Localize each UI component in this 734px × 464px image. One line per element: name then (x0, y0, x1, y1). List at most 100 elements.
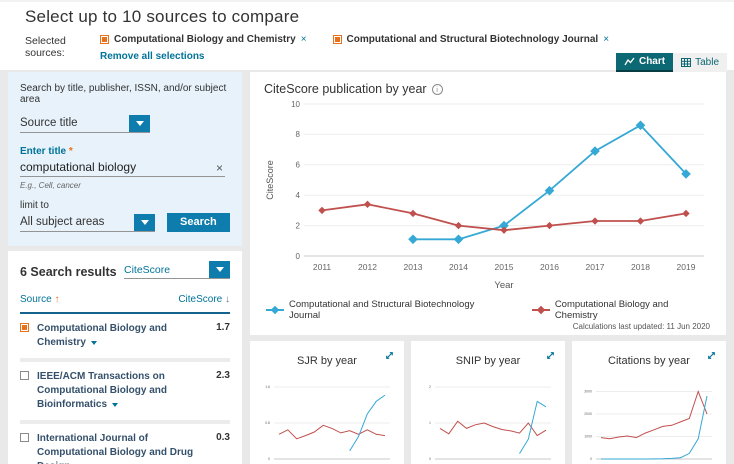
svg-text:2018: 2018 (631, 262, 650, 272)
citations-line-chart: 0100020003000200720082009201020112012201… (584, 390, 712, 464)
svg-text:6: 6 (296, 161, 301, 170)
chevron-down-icon (90, 341, 97, 345)
svg-text:0: 0 (296, 252, 301, 261)
info-icon[interactable]: i (431, 83, 443, 95)
chart-view-button[interactable]: Chart (615, 53, 674, 72)
chip-label: Computational and Structural Biotechnolo… (346, 34, 599, 45)
svg-text:Year: Year (494, 280, 513, 291)
title-input-wrap: × (20, 159, 225, 177)
source-title-toggle[interactable]: International Journal of Computational B… (37, 433, 194, 464)
svg-text:10: 10 (291, 100, 300, 109)
source-search-form: Search by title, publisher, ISSN, and/or… (8, 72, 242, 246)
expand-icon[interactable] (706, 350, 717, 361)
expand-icon[interactable] (384, 350, 395, 361)
result-row: International Journal of Computational B… (20, 424, 230, 464)
svg-text:4: 4 (296, 191, 301, 200)
svg-text:2012: 2012 (358, 262, 377, 272)
svg-text:2015: 2015 (495, 262, 514, 272)
last-updated-text: Calculations last updated: 11 Jun 2020 (572, 322, 710, 331)
checked-checkbox-icon (332, 35, 342, 44)
remove-chip-icon[interactable]: × (603, 34, 610, 45)
citescore-value: 2.3 (216, 370, 230, 381)
sjr-line-chart: 00.81.6200720082009201020112012201320142… (265, 385, 390, 464)
selected-source-chip: Computational and Structural Biotechnolo… (332, 34, 610, 45)
sjr-chart-card: SJR by year 00.81.6200720082009201020112… (250, 341, 404, 464)
citescore-line-chart: 0 2 4 6 8 10 2011 2012 2013 2014 2015 2016 2017 2018 2… (265, 100, 704, 291)
svg-text:2011: 2011 (313, 262, 332, 272)
mini-chart-title: SJR by year (297, 355, 357, 367)
remove-chip-icon[interactable]: × (300, 34, 307, 45)
svg-text:1: 1 (429, 421, 431, 425)
content-area: Search by title, publisher, ISSN, and/or… (0, 70, 734, 464)
limit-to-label: limit to (20, 200, 49, 211)
table-icon (681, 58, 692, 67)
svg-text:2019: 2019 (677, 262, 696, 272)
subject-area-select[interactable]: All subject areas (20, 214, 155, 232)
svg-text:8: 8 (296, 130, 301, 139)
svg-text:1000: 1000 (584, 435, 592, 439)
result-row: IEEE/ACM Transactions on Computational B… (20, 362, 230, 424)
svg-text:2013: 2013 (404, 262, 423, 272)
source-checkbox[interactable] (20, 323, 29, 332)
search-type-select[interactable]: Source title (20, 115, 150, 133)
sort-desc-icon: ↓ (225, 294, 230, 305)
svg-text:0: 0 (590, 457, 592, 461)
source-title-toggle[interactable]: IEEE/ACM Transactions on Computational B… (37, 371, 167, 410)
left-panel: Search by title, publisher, ISSN, and/or… (8, 72, 242, 464)
results-list: Computational Biology and Chemistry 1.7 … (20, 312, 230, 464)
citations-chart-card: Citations by year 0100020003000200720082… (572, 341, 726, 464)
source-checkbox[interactable] (20, 433, 29, 442)
svg-text:2000: 2000 (584, 412, 592, 416)
svg-text:2: 2 (429, 385, 431, 389)
remove-all-selections-link[interactable]: Remove all selections (100, 51, 205, 62)
sort-by-citescore[interactable]: CiteScore ↓ (178, 294, 230, 305)
series-marker-red (531, 305, 550, 315)
legend-item: Computational Biology and Chemistry (531, 299, 712, 321)
search-form-heading: Search by title, publisher, ISSN, and/or… (20, 83, 227, 105)
selected-sources-label: Selected sources: (25, 35, 66, 59)
expand-icon[interactable] (545, 350, 556, 361)
main-column: CiteScore publication by year i 0 2 4 6 8 10 2… (250, 72, 726, 464)
page-header: Select up to 10 sources to compare Selec… (0, 0, 734, 72)
title-search-input[interactable] (20, 159, 200, 176)
results-count: 6 Search results (20, 265, 117, 279)
series-marker-blue (266, 305, 284, 315)
sort-metric-select[interactable]: CiteScore (124, 261, 230, 279)
citescore-chart-card: CiteScore publication by year i 0 2 4 6 8 10 2… (250, 72, 726, 335)
mini-chart-title: SNIP by year (455, 355, 521, 367)
svg-text:2: 2 (296, 221, 301, 230)
svg-text:1.6: 1.6 (265, 385, 270, 389)
mini-chart-title: Citations by year (608, 355, 690, 367)
snip-line-chart: 0122007200820092010201120122013201420152… (429, 385, 551, 464)
search-button[interactable]: Search (167, 213, 230, 232)
svg-text:0.8: 0.8 (265, 421, 270, 425)
chevron-down-icon (129, 115, 150, 132)
checked-checkbox-icon (100, 35, 109, 44)
view-toggle: Chart Table (615, 53, 727, 72)
chevron-down-icon (134, 214, 155, 231)
input-hint: E.g., Cell, cancer (20, 181, 81, 190)
svg-text:2016: 2016 (540, 262, 559, 272)
citescore-value: 0.3 (216, 432, 230, 443)
selected-source-chip: Computational Biology and Chemistry × (100, 34, 307, 45)
svg-text:0: 0 (268, 457, 270, 461)
chevron-down-icon (209, 261, 230, 278)
required-asterisk: * (68, 146, 73, 157)
sort-asc-icon: ↑ (54, 294, 60, 305)
source-checkbox[interactable] (20, 371, 29, 380)
page-title: Select up to 10 sources to compare (25, 7, 300, 26)
legend-item: Computational and Structural Biotechnolo… (266, 299, 506, 321)
svg-text:2017: 2017 (586, 262, 605, 272)
table-view-button[interactable]: Table (673, 53, 727, 72)
clear-input-icon[interactable]: × (215, 160, 223, 175)
search-results-panel: 6 Search results CiteScore Source ↑ Cite… (8, 251, 242, 464)
svg-text:0: 0 (429, 457, 431, 461)
sort-by-source[interactable]: Source ↑ (20, 294, 60, 305)
chevron-down-icon (112, 403, 119, 407)
svg-text:3000: 3000 (584, 390, 592, 394)
source-title-toggle[interactable]: Computational Biology and Chemistry (37, 323, 167, 348)
svg-text:CiteScore: CiteScore (265, 160, 275, 200)
chart-title: CiteScore publication by year (264, 82, 427, 96)
chip-label: Computational Biology and Chemistry (114, 34, 296, 45)
enter-title-label: Enter title * (20, 146, 73, 157)
